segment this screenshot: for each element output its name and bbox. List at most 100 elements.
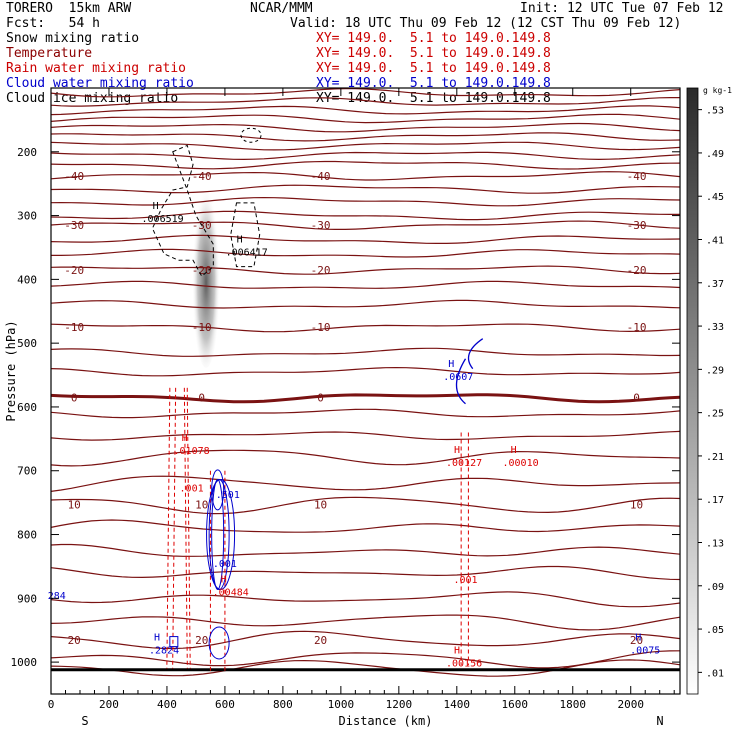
temperature-contour: [50, 160, 681, 170]
colorbar-unit: g kg-1: [703, 86, 732, 95]
temperature-contour: [50, 347, 681, 357]
temperature-contour: [50, 449, 681, 467]
temperature-label: -40: [627, 170, 647, 183]
temperature-contour: [50, 614, 681, 631]
temperature-label: 10: [68, 499, 81, 512]
extremum-value: .001: [213, 559, 237, 570]
temperature-contour: [50, 88, 681, 98]
field-xy-cloud-water: XY= 149.0. 5.1 to 149.0.149.8: [316, 76, 551, 91]
field-label-snow: Snow mixing ratio: [6, 31, 140, 46]
extremum-value: .00010: [503, 458, 539, 469]
extremum-value: .501: [216, 490, 240, 501]
center-name: NCAR/MMM: [250, 1, 313, 16]
temperature-label: -30: [627, 219, 647, 232]
temperature-label: 0: [633, 391, 640, 404]
extremum-marker: H: [511, 445, 517, 456]
extremum-value: .00484: [213, 588, 249, 599]
temperature-label: 20: [630, 634, 643, 647]
temperature-contour-labeled: [50, 393, 681, 404]
x-tick-label: 800: [273, 698, 293, 711]
temperature-label: 0: [317, 391, 324, 404]
y-tick-label: 1000: [11, 656, 38, 669]
temperature-contour: [50, 280, 681, 289]
temperature-contour: [50, 96, 680, 107]
temperature-contour: [50, 299, 681, 309]
extremum-value: 284: [48, 591, 66, 602]
field-label-temperature: Temperature: [6, 46, 93, 61]
temperature-label: 20: [195, 634, 208, 647]
temperature-contour: [51, 248, 681, 258]
temperature-contour: [50, 122, 681, 133]
temperature-contour: [50, 210, 680, 221]
temperature-label: 10: [195, 499, 208, 512]
extremum-value: .0075: [630, 646, 660, 657]
temperature-contour-labeled: [50, 220, 681, 230]
extremum-marker: H: [448, 359, 454, 370]
field-xy-rain: XY= 149.0. 5.1 to 149.0.149.8: [316, 61, 551, 76]
temperature-contour: [50, 196, 681, 207]
temperature-contour: [50, 591, 681, 608]
temperature-contour: [50, 141, 681, 151]
extremum-value: .00127: [446, 458, 482, 469]
north-label: N: [656, 714, 663, 728]
temperature-label: -40: [311, 170, 331, 183]
extremum-value: .00156: [446, 658, 482, 669]
temperature-contour: [50, 430, 681, 441]
init-time: Init: 12 UTC Tue 07 Feb 12: [520, 1, 724, 16]
extremum-marker: H: [182, 433, 188, 444]
colorbar-label: .37: [706, 279, 724, 290]
temperature-label: -30: [64, 219, 84, 232]
extremum-marker: H: [454, 645, 460, 656]
temperature-contour: [50, 659, 681, 677]
rain-contour: [166, 387, 171, 669]
colorbar-label: .13: [706, 539, 724, 550]
temperature-contour: [50, 366, 681, 377]
cloud-ice-contour: [151, 144, 214, 277]
y-tick-label: 600: [17, 401, 37, 414]
temperature-contour: [50, 184, 681, 194]
x-axis-label: Distance (km): [339, 714, 433, 728]
colorbar-label: .25: [706, 409, 724, 420]
extremum-value: .006519: [142, 214, 184, 225]
colorbar-label: .21: [706, 452, 724, 463]
temperature-label: -10: [311, 321, 331, 334]
temperature-label: -10: [64, 321, 84, 334]
colorbar-label: .17: [706, 495, 724, 506]
rain-contour: [183, 387, 188, 669]
x-tick-label: 1000: [328, 698, 355, 711]
y-tick-label: 800: [17, 529, 37, 542]
y-tick-label: 200: [17, 146, 37, 159]
extremum-marker: H: [454, 445, 460, 456]
temperature-label: 20: [68, 634, 81, 647]
colorbar-label: .45: [706, 192, 724, 203]
y-tick-label: 400: [17, 273, 37, 286]
extremum-value: .006417: [226, 248, 268, 259]
colorbar-label: .01: [706, 668, 724, 679]
temperature-contour: [50, 543, 681, 557]
temperature-contour: [50, 132, 681, 142]
cloud-water-contour: [169, 636, 179, 648]
temperature-label: 10: [630, 499, 643, 512]
x-tick-label: 2000: [617, 698, 644, 711]
cloud-water-contour: [208, 626, 230, 660]
valid-time: Valid: 18 UTC Thu 09 Feb 12 (12 CST Thu …: [290, 16, 682, 31]
colorbar-label: .53: [706, 106, 724, 117]
temperature-label: -40: [64, 170, 84, 183]
temperature-contour: [50, 113, 681, 124]
south-label: S: [81, 714, 88, 728]
extremum-marker: H: [154, 633, 160, 644]
x-tick-label: 400: [157, 698, 177, 711]
cloud-water-contour: [206, 479, 236, 591]
cloud-water-contour: [467, 338, 484, 370]
extremum-marker: H: [221, 575, 227, 586]
temperature-contour: [50, 519, 681, 533]
cloud-ice-contour: [230, 202, 261, 268]
extremum-marker: H: [153, 201, 159, 212]
colorbar: [686, 87, 699, 695]
model-name: TORERO 15km ARW: [6, 1, 132, 16]
temperature-contour: [50, 234, 681, 244]
temperature-label: -20: [311, 264, 331, 277]
temperature-label: -10: [627, 321, 647, 334]
temperature-label: 0: [198, 391, 205, 404]
extremum-value: .0607: [443, 372, 473, 383]
